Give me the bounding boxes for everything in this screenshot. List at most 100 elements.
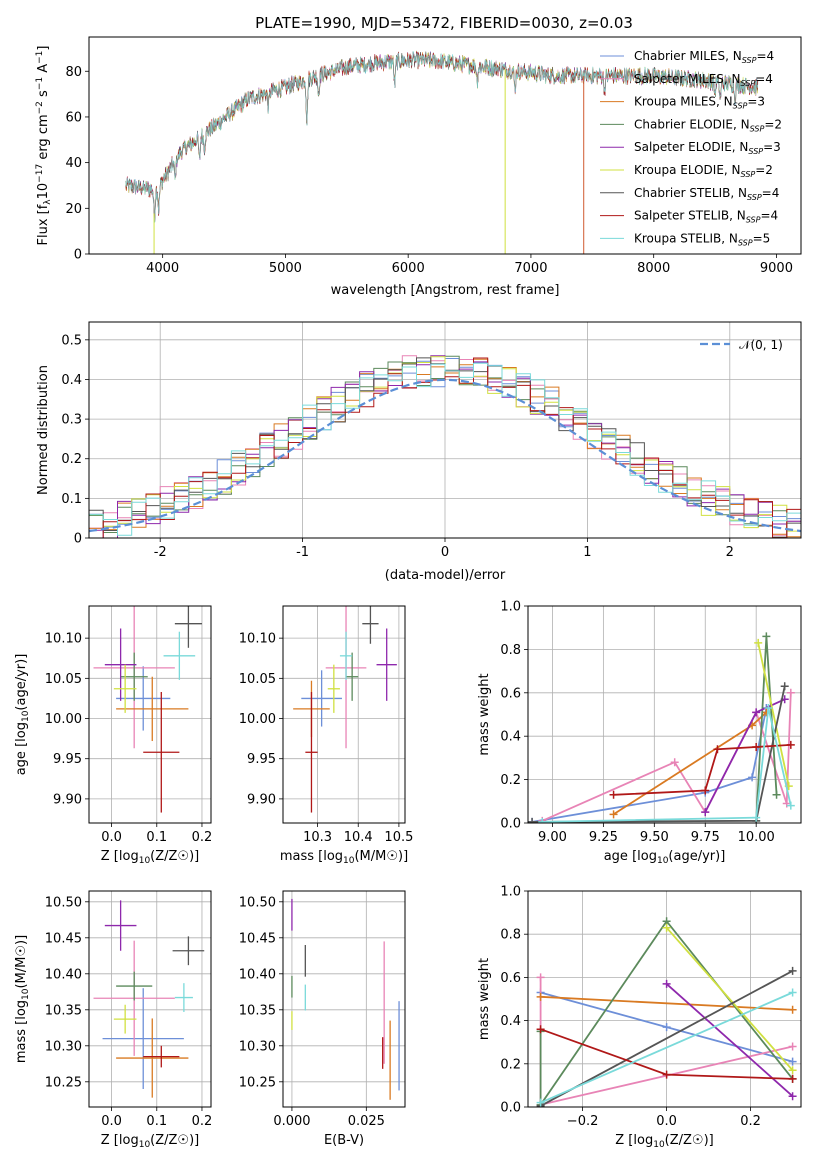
y-tick-label: 0.2 [61,452,82,467]
weight-line [665,927,794,1071]
x-tick-label: 0.025 [348,1114,385,1129]
plot-area [93,900,205,1098]
legend-entry: Salpeter MILES, NSSP=4 [634,72,773,88]
weight-marker [786,688,795,697]
weight-marker [609,810,618,819]
y-axis-label: mass weight [477,958,492,1040]
plot-area [293,606,397,813]
x-axis-label: wavelength [Angstrom, rest frame] [331,283,560,298]
weight-marker [528,817,537,823]
weight-line [613,711,768,816]
x-tick-label: 1 [583,545,591,560]
x-tick-label: -1 [296,545,309,560]
chart-weight-vs-z: −0.2 0.0 0.2 0.0 0.2 0.4 0.6 0.8 1.0 Z [log10(Z/Z… [477,885,802,1150]
x-axis-label: E(B-V) [324,1133,364,1148]
y-tick-label: 10.45 [45,931,82,946]
weight-marker [788,988,797,997]
weight-marker [786,740,795,749]
weight-marker [788,1057,797,1066]
y-tick-label: 0.4 [61,373,82,388]
x-tick-label: 10.3 [303,830,332,845]
x-tick-label: 5000 [269,261,302,276]
axes-frame [527,605,802,824]
weight-marker [609,790,618,799]
axes-frame [88,890,212,1108]
y-tick-label: 20 [65,202,82,217]
legend-entry: Salpeter ELODIE, NSSP=3 [634,140,781,156]
legend-entry: Chabrier MILES, NSSP=4 [634,49,774,65]
y-axis-label: mass [log10(M/M☉)] [14,935,31,1063]
plot-area [291,898,400,1100]
y-tick-label: 10.25 [239,1075,276,1090]
y-tick-label: 10.50 [45,895,82,910]
x-tick-label: 9.75 [691,830,720,845]
weight-marker [780,682,789,691]
x-tick-label: 0.000 [273,1114,310,1129]
y-tick-label: 10.10 [239,632,276,647]
weight-marker [662,923,671,932]
y-tick-label: 0.5 [61,333,82,348]
weight-marker [662,1070,671,1079]
legend-entry: Chabrier STELIB, NSSP=4 [634,186,779,202]
y-tick-label: 10.35 [239,1003,276,1018]
y-tick-label: 10.45 [239,931,276,946]
x-tick-label: 0 [441,545,449,560]
weight-marker [713,745,722,754]
normal-curve [89,378,801,533]
y-tick-label: 0.2 [500,1057,521,1072]
weight-marker [786,801,795,810]
x-tick-label: 0.0 [101,830,122,845]
y-axis-label: Normed distribution [36,365,51,495]
y-tick-label: 80 [65,65,82,80]
chart-age-vs-z: 0.0 0.1 0.2 9.90 9.95 10.00 10.05 10.10 Z [log10… [14,605,212,866]
axes-frame [282,890,406,1108]
x-tick-label: 6000 [392,261,425,276]
x-tick-label: 10.00 [738,830,775,845]
y-tick-label: 1.0 [500,885,521,900]
weight-marker [754,638,763,647]
chart-weight-vs-age: 9.00 9.25 9.50 9.75 10.00 0.0 0.2 0.4 0.6 0.8 1.0 a… [477,600,802,866]
y-tick-label: 0.0 [500,817,521,832]
axes-frame [88,321,802,539]
x-axis-label: Z [log10(Z/Z☉)] [615,1133,713,1150]
chart-mass-vs-z: 0.0 0.1 0.2 10.25 10.30 10.35 10.40 10.45 10.50 Z… [14,890,212,1150]
x-tick-label: 4000 [146,261,179,276]
weight-line [540,995,793,1011]
y-tick-label: 0.2 [500,773,521,788]
weight-line [532,686,786,823]
y-tick-label: 0.8 [500,643,521,658]
weight-line [542,707,792,823]
legend-entry: 𝒩(0, 1) [739,338,783,352]
x-tick-label: 10.5 [384,830,413,845]
x-tick-label: 0.1 [146,830,167,845]
weight-marker [788,1042,797,1051]
weight-marker [788,1066,797,1075]
weight-marker [536,1098,545,1107]
x-axis-label: Z [log10(Z/Z☉)] [101,849,199,866]
weight-marker [788,1005,797,1014]
y-tick-label: 10.00 [239,712,276,727]
x-tick-label: 2 [726,545,734,560]
y-axis-label: mass weight [477,673,492,755]
y-tick-label: 0.6 [500,971,521,986]
y-tick-label: 9.90 [247,792,276,807]
weight-marker [788,966,797,975]
y-tick-label: 10.40 [45,967,82,982]
y-tick-label: 10.30 [45,1039,82,1054]
axes-frame [88,36,802,255]
axes-frame [527,890,802,1108]
weight-marker [788,1074,797,1083]
y-tick-label: 9.90 [53,792,82,807]
weight-marker [662,1023,671,1032]
x-tick-label: 10.4 [344,830,373,845]
axes-frame [282,605,406,824]
y-tick-label: 9.95 [53,752,82,767]
weight-marker [772,790,781,799]
legend-entry: Kroupa MILES, NSSP=3 [634,95,765,111]
y-tick-label: 10.10 [45,632,82,647]
spectrum-line [125,51,759,223]
y-tick-label: 0.8 [500,928,521,943]
y-tick-label: 0.6 [500,686,521,701]
x-tick-label: −0.2 [567,1114,599,1129]
plot-area [125,50,759,254]
